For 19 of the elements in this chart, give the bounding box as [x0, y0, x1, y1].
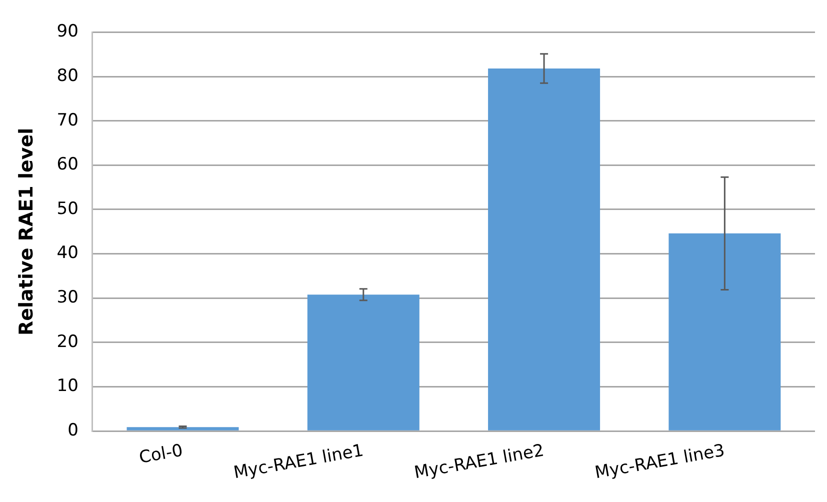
y-tick-label: 60 — [56, 154, 78, 175]
y-axis-title: Relative RAE1 level — [15, 128, 38, 336]
bar — [668, 233, 781, 430]
x-tick-label: Myc-RAE1 line3 — [593, 440, 726, 484]
y-tick-label: 30 — [56, 288, 78, 308]
y-tick-label: 50 — [56, 198, 78, 219]
y-tick-label: 40 — [56, 243, 78, 264]
x-tick-label: Myc-RAE1 line1 — [232, 440, 366, 484]
y-tick-label: 0 — [68, 420, 78, 441]
y-tick-label: 70 — [56, 110, 78, 130]
y-tick-label: 10 — [56, 376, 78, 396]
y-tick-label: 20 — [56, 332, 78, 352]
bar — [488, 68, 600, 430]
x-tick-label: Myc-RAE1 line2 — [412, 440, 546, 484]
bar — [126, 427, 239, 430]
y-tick-label: 80 — [56, 66, 78, 86]
bar — [307, 294, 420, 430]
x-tick-label: Col-0 — [138, 440, 184, 468]
y-tick-label: 90 — [56, 22, 78, 42]
